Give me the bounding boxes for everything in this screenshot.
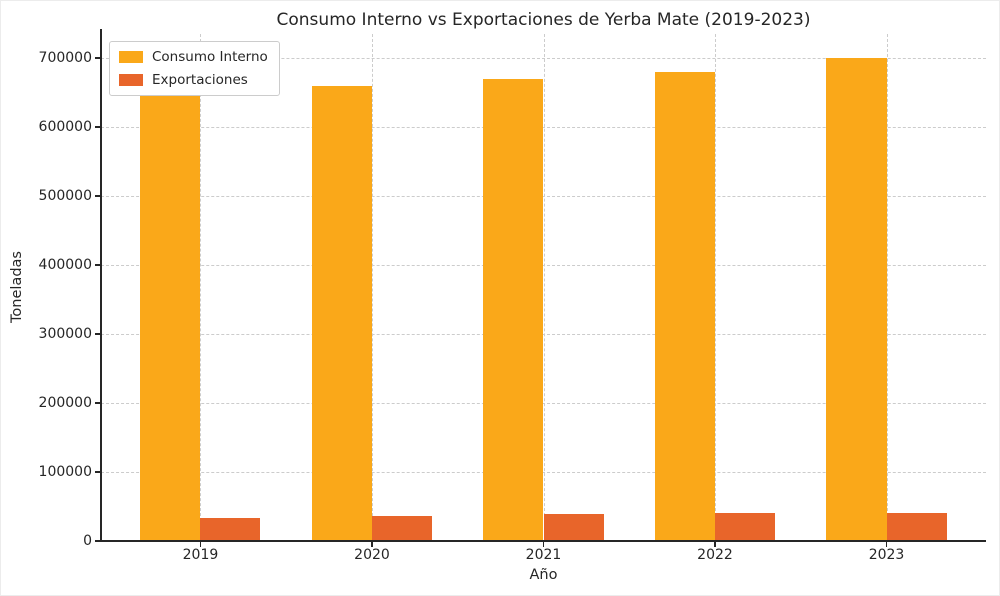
bar-exportaciones-2019 [200,518,261,541]
x-tick-label: 2020 [354,547,390,563]
y-tick-label: 300000 [38,325,92,342]
bar-consumo-interno-2023 [826,58,887,541]
chart-title: Consumo Interno vs Exportaciones de Yerb… [276,10,811,30]
y-tick-mark [95,195,100,197]
y-tick-mark [95,333,100,335]
y-tick-mark [95,126,100,128]
y-axis-spine [100,29,102,541]
legend-entry: Consumo Interno [119,49,268,65]
y-tick-label: 0 [83,532,92,549]
legend-entry: Exportaciones [119,72,268,88]
plot-area: Consumo Interno Exportaciones [100,29,986,542]
bar-consumo-interno-2022 [654,71,715,541]
bar-exportaciones-2020 [371,516,432,541]
legend-swatch-icon [119,51,143,63]
bar-consumo-interno-2021 [483,78,544,541]
v-gridline [543,34,545,541]
y-tick-label: 200000 [38,394,92,411]
x-tick-mark [199,542,202,547]
y-tick-label: 600000 [38,118,92,135]
bar-consumo-interno-2020 [311,85,372,541]
y-tick-mark [95,264,100,266]
x-axis-spine [100,540,986,542]
v-gridline [886,34,888,541]
x-tick-mark [885,542,888,547]
y-tick-mark [95,540,100,542]
x-axis-label: Año [529,567,558,583]
y-tick-label: 700000 [38,49,92,66]
v-gridline [715,34,716,541]
x-tick-label: 2023 [868,547,905,563]
y-tick-mark [95,402,100,404]
x-tick-mark [371,542,373,547]
x-tick-label: 2019 [182,547,219,563]
v-gridline [371,34,373,541]
bar-consumo-interno-2019 [140,92,201,541]
bar-exportaciones-2021 [543,514,604,541]
bar-exportaciones-2022 [715,513,776,541]
legend-label: Exportaciones [152,72,248,88]
x-tick-label: 2021 [525,547,562,563]
x-tick-mark [542,542,545,547]
y-tick-label: 100000 [38,463,92,480]
legend-label: Consumo Interno [152,49,268,65]
y-tick-label: 400000 [38,256,92,273]
y-tick-label: 500000 [38,187,92,204]
v-gridline [200,34,202,541]
y-tick-mark [95,57,100,59]
x-tick-label: 2022 [697,547,733,563]
x-tick-mark [714,542,716,547]
bar-exportaciones-2023 [886,513,947,541]
legend-swatch-icon [119,74,143,86]
y-tick-mark [95,471,100,473]
legend: Consumo Interno Exportaciones [109,41,280,96]
